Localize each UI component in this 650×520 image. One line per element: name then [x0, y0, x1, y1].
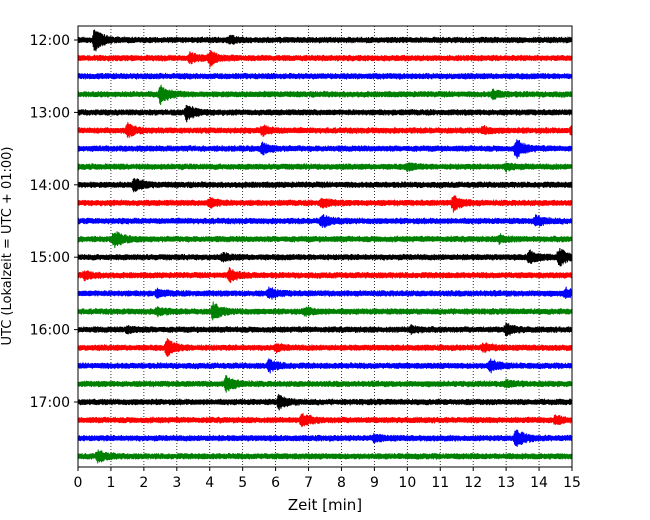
x-tick-label: 2 [139, 475, 148, 491]
seismic-traces [77, 29, 573, 464]
x-tick-label: 11 [431, 475, 449, 491]
x-tick-label: 9 [370, 475, 379, 491]
trace-1400 [77, 177, 573, 193]
x-tick-label: 0 [74, 475, 83, 491]
trace-1600 [77, 322, 573, 337]
trace-1700 [77, 393, 573, 411]
x-tick-label: 12 [464, 475, 482, 491]
x-axis-ticks: 0 1 2 3 4 5 6 7 8 9 10 11 12 13 14 15 [74, 467, 581, 491]
y-axis-label: UTC (Lokalzeit = UTC + 01:00) [0, 147, 15, 346]
trace-1545 [77, 301, 573, 321]
x-tick-label: 1 [106, 475, 115, 491]
x-tick-label: 6 [271, 475, 280, 491]
trace-1615 [77, 338, 573, 357]
y-tick-label: 16:00 [30, 323, 70, 339]
x-tick-label: 13 [497, 475, 515, 491]
y-tick-label: 12:00 [30, 33, 70, 49]
trace-1530 [77, 286, 573, 300]
trace-1645 [77, 375, 573, 393]
trace-1745 [77, 449, 573, 464]
y-tick-label: 14:00 [30, 178, 70, 194]
trace-1215 [77, 50, 573, 68]
trace-1245 [77, 84, 573, 106]
trace-1500 [77, 247, 573, 267]
plot-frame [77, 25, 573, 468]
trace-1445 [77, 231, 573, 249]
trace-1315 [77, 121, 573, 139]
x-tick-label: 5 [238, 475, 247, 491]
y-tick-label: 13:00 [30, 105, 70, 121]
x-tick-label: 8 [337, 475, 346, 491]
trace-1345 [77, 162, 573, 173]
trace-1230 [77, 72, 573, 80]
y-axis-ticks: 12:00 13:00 14:00 15:00 16:00 17:00 [30, 33, 78, 411]
x-axis-label: Zeit [min] [288, 496, 362, 514]
x-tick-label: 3 [172, 475, 181, 491]
trace-1630 [77, 358, 573, 374]
trace-1715 [77, 412, 573, 427]
x-tick-label: 15 [563, 475, 581, 491]
trace-1300 [77, 104, 573, 123]
trace-1415 [77, 195, 573, 213]
trace-1730 [77, 429, 573, 448]
trace-1430 [77, 214, 573, 228]
x-tick-label: 7 [304, 475, 313, 491]
trace-1200 [77, 29, 573, 52]
x-tick-label: 10 [398, 475, 416, 491]
y-tick-label: 15:00 [30, 250, 70, 266]
trace-1515 [77, 266, 573, 284]
x-tick-label: 4 [205, 475, 214, 491]
y-tick-label: 17:00 [30, 395, 70, 411]
x-tick-label: 14 [530, 475, 548, 491]
trace-1330 [77, 139, 573, 159]
